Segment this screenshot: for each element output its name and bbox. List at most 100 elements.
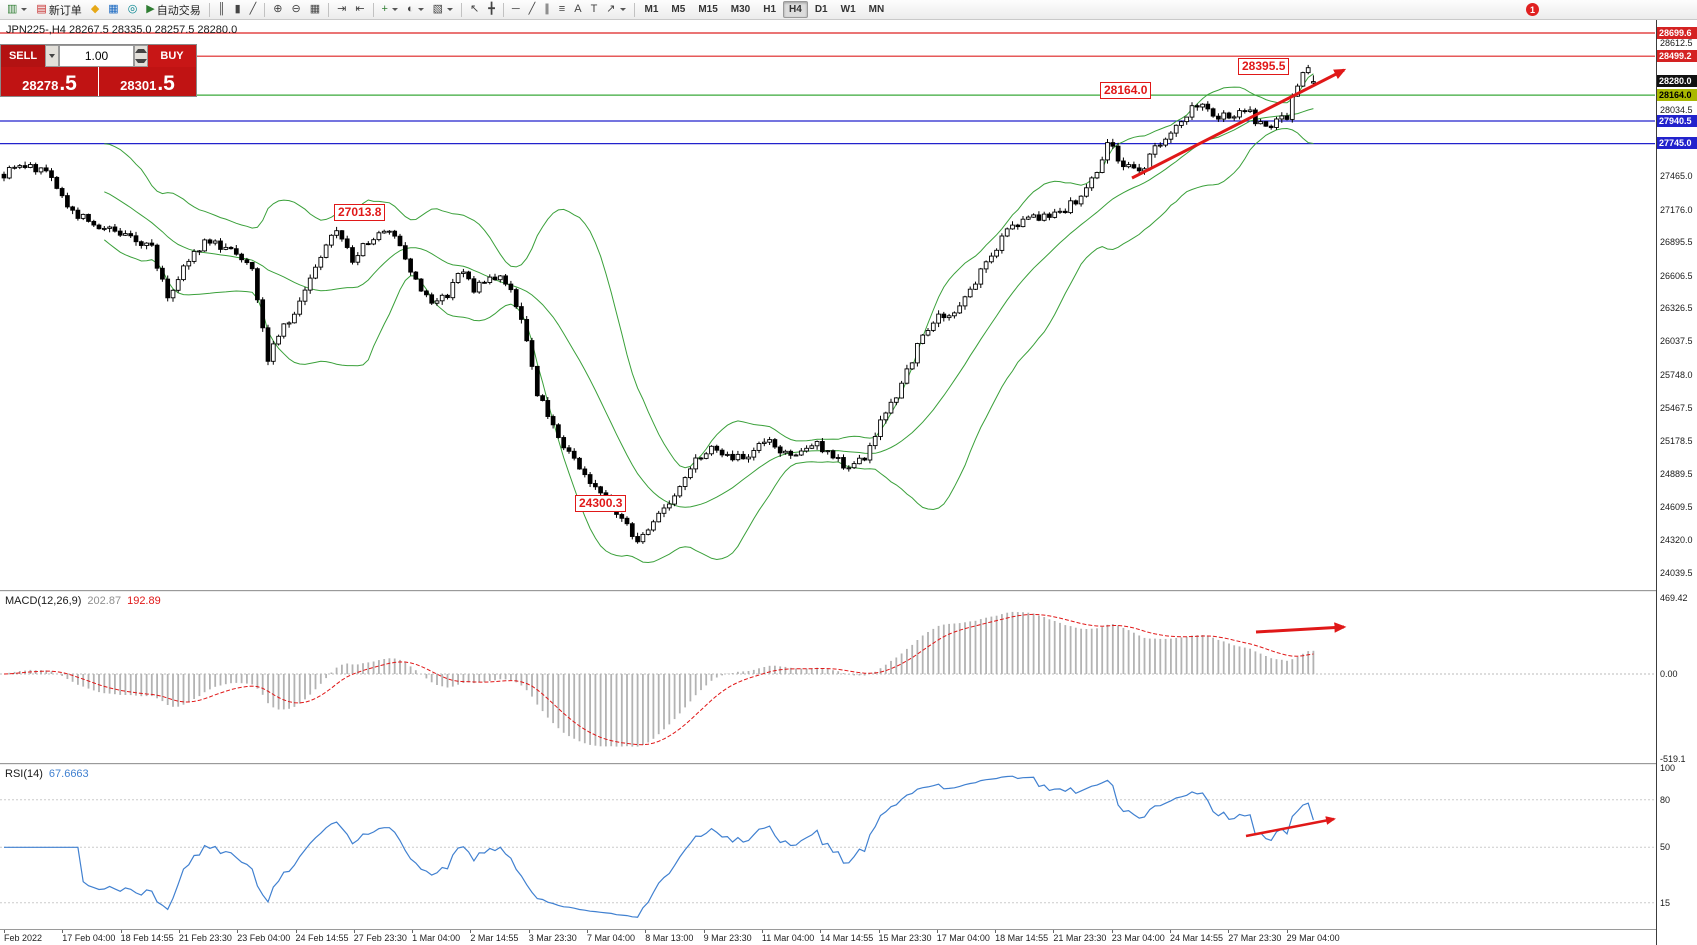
- price-annotation[interactable]: 28164.0: [1100, 82, 1152, 99]
- price-axis-tick: 28034.5: [1660, 105, 1693, 116]
- volume-spinner[interactable]: [134, 45, 148, 67]
- terminal-button[interactable]: ▦: [104, 1, 122, 18]
- price-axis-tick: 26037.5: [1660, 336, 1693, 347]
- volume-input[interactable]: [59, 45, 134, 67]
- trend-arrow[interactable]: [1255, 622, 1347, 634]
- trend-arrow[interactable]: [1131, 68, 1347, 180]
- timeframe-m1[interactable]: M1: [639, 1, 665, 18]
- timeframe-mn-label: MN: [868, 4, 885, 15]
- equidistant-channel-icon: ∥: [544, 3, 550, 15]
- tile-windows-button[interactable]: ▦: [306, 1, 324, 18]
- zoom-in-button[interactable]: ⊕: [269, 1, 286, 18]
- volume-dropdown-button[interactable]: [45, 45, 59, 67]
- metaeditor-icon: ◆: [90, 3, 100, 15]
- candlestick-chart-icon: ▮: [234, 3, 241, 15]
- price-annotation[interactable]: 28395.5: [1238, 58, 1290, 75]
- arrows-button[interactable]: ↗: [602, 1, 629, 18]
- chart-window[interactable]: JPN225-,H4 28267.5 28335.0 28257.5 28280…: [0, 20, 1697, 945]
- trade-panel-controls: SELL BUY: [1, 45, 196, 67]
- buy-price[interactable]: 28301 .5: [99, 67, 196, 96]
- time-axis-label: 23 Mar 04:00: [1111, 933, 1165, 943]
- time-axis-label: 14 Mar 14:55: [820, 933, 874, 943]
- buy-price-big-digit: .5: [157, 72, 175, 95]
- autotrading-button[interactable]: ▶ 自动交易: [142, 1, 204, 18]
- crosshair-button[interactable]: ╋: [484, 1, 499, 18]
- buy-button[interactable]: BUY: [148, 45, 196, 67]
- volume-increase-button[interactable]: [135, 46, 147, 56]
- sell-price[interactable]: 28278 .5: [1, 67, 98, 96]
- templates-caret[interactable]: [447, 8, 454, 11]
- fibonacci-button[interactable]: ≡: [555, 1, 569, 18]
- volume-decrease-button[interactable]: [135, 56, 147, 66]
- timeframe-w1[interactable]: W1: [835, 1, 862, 18]
- new-chart-button[interactable]: ▥: [3, 1, 31, 18]
- macd-main-value: 202.87: [87, 595, 122, 607]
- price-annotation[interactable]: 24300.3: [575, 495, 627, 512]
- bar-chart-button[interactable]: ║: [214, 1, 230, 18]
- timeframe-mn[interactable]: MN: [863, 1, 891, 18]
- cursor-button[interactable]: ↖: [466, 1, 483, 18]
- price-axis-tag: 28280.0: [1657, 75, 1697, 88]
- price-axis-tick: 24320.0: [1660, 535, 1693, 546]
- bollinger-bands: [103, 73, 1314, 564]
- timeframe-d1[interactable]: D1: [809, 1, 834, 18]
- price-axis-tick: 28612.5: [1660, 38, 1693, 49]
- timeframe-d1-label: D1: [814, 4, 828, 15]
- timeframe-m30[interactable]: M30: [725, 1, 756, 18]
- text-button[interactable]: A: [570, 1, 585, 18]
- metaeditor-button[interactable]: ◆: [87, 1, 103, 18]
- time-axis[interactable]: Feb 2022 17 Feb 04:00 18 Feb 14:55 21 Feb 2…: [0, 929, 1656, 945]
- macd-axis-tick: 469.42: [1660, 592, 1688, 603]
- notification-badge[interactable]: 1: [1526, 3, 1539, 16]
- time-axis-label: 21 Feb 23:30: [178, 933, 232, 943]
- new-order-button[interactable]: ▤ 新订单: [32, 1, 85, 18]
- new-chart-caret[interactable]: [21, 8, 28, 11]
- toolbar-separator: [328, 2, 330, 17]
- time-axis-label: 1 Mar 04:00: [412, 933, 461, 943]
- auto-scroll-button[interactable]: ⇥: [333, 1, 350, 18]
- time-axis-tick: [470, 930, 472, 933]
- price-annotation[interactable]: 27013.8: [334, 204, 386, 221]
- trendline-button[interactable]: ╱: [525, 1, 540, 18]
- tile-windows-icon: ▦: [309, 3, 321, 15]
- templates-button[interactable]: ▧: [429, 1, 457, 18]
- time-axis-label: 2 Mar 14:55: [470, 933, 519, 943]
- horizontal-line-button[interactable]: ─: [508, 1, 524, 18]
- candlestick-chart-button[interactable]: ▮: [231, 1, 245, 18]
- indicators-caret[interactable]: [391, 8, 398, 11]
- timeframe-h4[interactable]: H4: [783, 1, 808, 18]
- timeframe-m15[interactable]: M15: [692, 1, 723, 18]
- timeframe-h1[interactable]: H1: [757, 1, 782, 18]
- timeframe-m5[interactable]: M5: [665, 1, 691, 18]
- line-chart-button[interactable]: ╱: [246, 1, 261, 18]
- sell-button[interactable]: SELL: [1, 45, 45, 67]
- periods-icon: ◐: [406, 3, 414, 15]
- chevron-down-icon: [135, 59, 147, 63]
- zoom-out-button[interactable]: ⊖: [287, 1, 304, 18]
- time-axis-tick: [237, 930, 239, 933]
- equidistant-channel-button[interactable]: ∥: [540, 1, 554, 18]
- price-axis[interactable]: 28612.5 28034.5 27465.0 27176.0 26895.5 26606…: [1656, 20, 1697, 945]
- arrows-caret[interactable]: [619, 8, 626, 11]
- timeframe-w1-label: W1: [840, 4, 856, 15]
- periods-button[interactable]: ◐: [403, 1, 428, 18]
- timeframe-m30-label: M30: [730, 4, 751, 15]
- chart-shift-button[interactable]: ⇤: [351, 1, 368, 18]
- time-axis-tick: [645, 930, 647, 933]
- rsi-pane-separator[interactable]: [0, 763, 1697, 765]
- time-axis-tick: [1286, 930, 1288, 933]
- strategy-tester-button[interactable]: ◎: [124, 1, 142, 18]
- periods-caret[interactable]: [417, 8, 424, 11]
- macd-axis-tick: -519.1: [1660, 753, 1686, 764]
- indicators-button[interactable]: +: [378, 1, 402, 18]
- time-axis-label: 21 Mar 23:30: [1053, 933, 1107, 943]
- chart-canvas[interactable]: [0, 20, 1655, 945]
- chevron-up-icon: [135, 49, 147, 53]
- macd-pane-separator[interactable]: [0, 590, 1697, 592]
- arrows-icon: ↗: [606, 3, 616, 15]
- autotrading-button-label: 自动交易: [156, 4, 201, 17]
- text-label-button[interactable]: T: [587, 1, 602, 18]
- time-axis-tick: [1111, 930, 1113, 933]
- one-click-trading-panel: SELL BUY 28278 .5 28301 .5: [0, 44, 197, 97]
- trend-arrow[interactable]: [1245, 816, 1336, 838]
